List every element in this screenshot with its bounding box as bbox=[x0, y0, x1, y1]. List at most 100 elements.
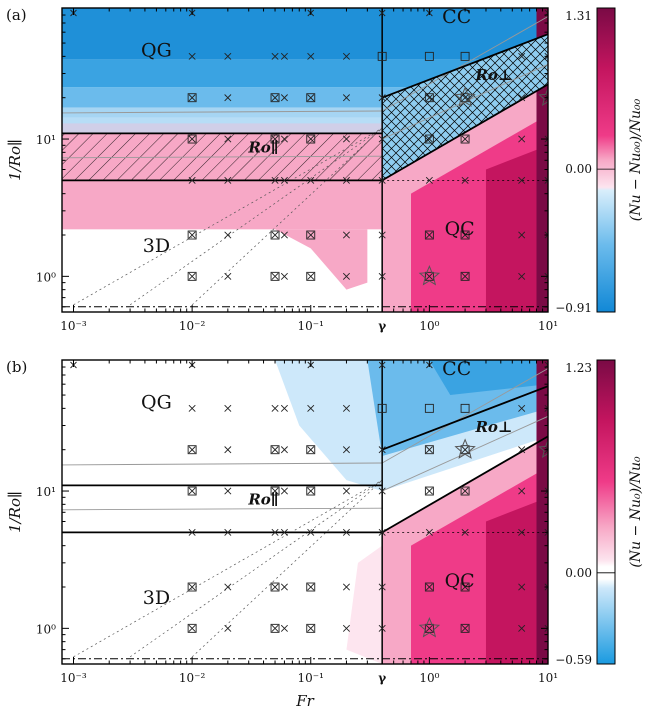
boxed-marker bbox=[424, 445, 434, 455]
cross-marker bbox=[518, 583, 526, 591]
cross-marker bbox=[518, 94, 526, 102]
contour-deep bbox=[485, 497, 548, 664]
cross-marker bbox=[342, 135, 350, 143]
boxed-marker bbox=[460, 623, 470, 633]
cross-marker bbox=[224, 176, 232, 184]
cross-marker bbox=[425, 583, 433, 591]
cross-marker bbox=[271, 624, 279, 632]
cross-marker bbox=[342, 176, 350, 184]
cross-marker bbox=[188, 176, 196, 184]
cross-marker bbox=[518, 135, 526, 143]
cross-marker bbox=[280, 94, 288, 102]
cross-marker bbox=[280, 624, 288, 632]
boxed-marker bbox=[187, 93, 197, 103]
boxed-marker bbox=[270, 623, 280, 633]
cross-marker bbox=[342, 528, 350, 536]
cross-marker bbox=[342, 272, 350, 280]
cross-marker bbox=[271, 272, 279, 280]
cross-marker bbox=[307, 404, 315, 412]
cross-marker bbox=[188, 487, 196, 495]
boxed-marker bbox=[306, 445, 316, 455]
boxed-marker bbox=[460, 134, 470, 144]
colorbar: 1.31 0.00 −0.91 (Nu − Nu₀₀)/Nu₀₀ bbox=[555, 7, 644, 315]
cross-marker bbox=[188, 135, 196, 143]
cross-marker bbox=[224, 624, 232, 632]
cross-marker bbox=[378, 231, 386, 239]
boxed-marker bbox=[460, 582, 470, 592]
cross-marker bbox=[518, 52, 526, 60]
colorbar-mid: 0.00 bbox=[565, 162, 592, 176]
grey-line-2 bbox=[62, 507, 383, 511]
boxed-marker bbox=[460, 230, 470, 240]
dotted-diag-1 bbox=[129, 479, 383, 658]
cross-marker bbox=[224, 231, 232, 239]
boxed-marker bbox=[306, 486, 316, 496]
label-ro-perp: Ro⊥ bbox=[474, 66, 512, 84]
cross-marker bbox=[224, 487, 232, 495]
sim-markers bbox=[70, 361, 548, 633]
ticks bbox=[62, 7, 549, 312]
region-3d: 3D bbox=[143, 235, 170, 257]
region-qc: QC bbox=[445, 570, 475, 592]
x-tick-label: 10⁻¹ bbox=[298, 319, 324, 333]
cross-marker bbox=[307, 446, 315, 454]
square-marker bbox=[424, 403, 434, 413]
boxed-marker bbox=[424, 134, 434, 144]
boxed-marker bbox=[187, 271, 197, 281]
cross-marker bbox=[378, 487, 386, 495]
colorbar-min: −0.91 bbox=[555, 301, 592, 315]
cross-marker bbox=[461, 94, 469, 102]
cross-marker bbox=[280, 446, 288, 454]
cross-marker bbox=[188, 231, 196, 239]
cross-marker bbox=[342, 487, 350, 495]
contour-deep bbox=[485, 145, 548, 312]
square-marker bbox=[424, 51, 434, 61]
cross-marker bbox=[378, 94, 386, 102]
cross-marker bbox=[224, 528, 232, 536]
cross-marker bbox=[307, 52, 315, 60]
cross-marker bbox=[461, 231, 469, 239]
cross-marker bbox=[544, 52, 548, 60]
x-tick-label: 10¹ bbox=[538, 319, 558, 333]
cross-marker bbox=[188, 94, 196, 102]
cross-marker bbox=[307, 624, 315, 632]
cross-marker bbox=[544, 231, 548, 239]
cross-marker bbox=[425, 446, 433, 454]
cross-marker bbox=[425, 135, 433, 143]
x-tick-label: 10⁻³ bbox=[60, 319, 87, 333]
cross-marker bbox=[461, 272, 469, 280]
dotted-diag-0 bbox=[73, 479, 383, 658]
cross-marker bbox=[188, 583, 196, 591]
x-tick-label: γ bbox=[378, 671, 386, 685]
cross-marker bbox=[188, 272, 196, 280]
cross-marker bbox=[544, 272, 548, 280]
cross-marker bbox=[544, 404, 548, 412]
star-marker-1 bbox=[418, 616, 441, 638]
x-tick-label: 10⁻¹ bbox=[298, 671, 324, 685]
contour-darkest bbox=[536, 8, 548, 312]
colorbar-gradient bbox=[596, 359, 616, 665]
boxed-marker bbox=[187, 486, 197, 496]
square-marker bbox=[377, 403, 387, 413]
boxed-marker bbox=[306, 230, 316, 240]
cross-marker bbox=[461, 583, 469, 591]
cross-marker bbox=[342, 404, 350, 412]
boxed-marker bbox=[270, 230, 280, 240]
cross-marker bbox=[461, 528, 469, 536]
panel-letter: (a) bbox=[6, 6, 27, 24]
cross-marker bbox=[271, 404, 279, 412]
contour-pink-left bbox=[346, 545, 383, 664]
cross-marker bbox=[280, 487, 288, 495]
boxed-marker bbox=[424, 93, 434, 103]
boxed-marker bbox=[270, 445, 280, 455]
x-tick-label: 10⁰ bbox=[419, 319, 439, 333]
cross-marker bbox=[307, 176, 315, 184]
y-tick-label: 10¹ bbox=[36, 133, 56, 147]
x-tick-label: 10⁻³ bbox=[60, 671, 87, 685]
cross-marker bbox=[280, 583, 288, 591]
boxed-marker bbox=[187, 582, 197, 592]
cross-marker bbox=[378, 528, 386, 536]
cross-marker bbox=[280, 404, 288, 412]
xhatch-ro-perp bbox=[382, 34, 548, 181]
cross-marker bbox=[425, 94, 433, 102]
